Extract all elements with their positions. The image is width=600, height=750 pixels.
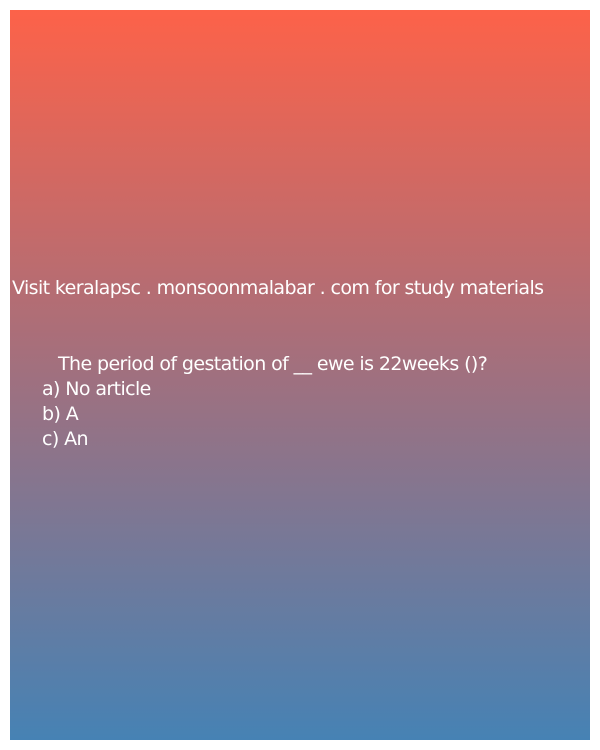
option[interactable]: b) A: [42, 403, 79, 425]
question-card: Visit keralapsc . monsoonmalabar . com f…: [10, 10, 590, 740]
option[interactable]: a) No article: [42, 378, 151, 400]
question-text: The period of gestation of __ ewe is 22w…: [58, 353, 488, 375]
header-text: Visit keralapsc . monsoonmalabar . com f…: [12, 277, 544, 299]
option[interactable]: c) An: [42, 428, 89, 450]
